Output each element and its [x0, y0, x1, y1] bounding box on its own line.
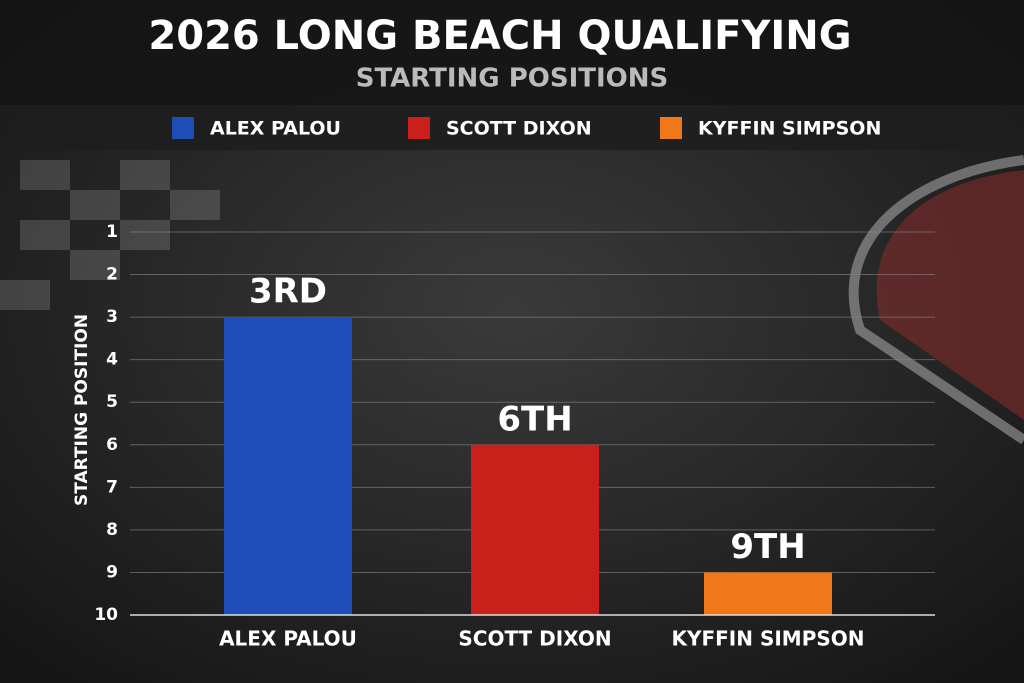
y-tick-label: 2: [106, 265, 118, 285]
y-tick-label: 7: [106, 477, 118, 497]
title-band: [0, 0, 1024, 105]
bar: [471, 444, 599, 615]
legend-swatch: [408, 117, 430, 139]
legend-label: KYFFIN SIMPSON: [698, 118, 881, 140]
legend-band: [0, 105, 1024, 150]
y-tick-label: 3: [106, 307, 118, 327]
y-tick-label: 4: [106, 350, 118, 370]
legend-swatch: [660, 117, 682, 139]
y-tick-label: 5: [106, 392, 118, 412]
y-tick-label: 9: [106, 562, 118, 582]
legend-label: SCOTT DIXON: [446, 118, 592, 140]
bar: [704, 572, 832, 615]
y-tick-label: 8: [106, 520, 118, 540]
x-tick-label: KYFFIN SIMPSON: [672, 627, 865, 651]
value-label: 3RD: [249, 272, 327, 312]
bar: [224, 317, 352, 615]
y-tick-label: 6: [106, 435, 118, 455]
legend-label: ALEX PALOU: [210, 118, 341, 140]
y-axis-label: STARTING POSITION: [72, 314, 92, 506]
legend-swatch: [172, 117, 194, 139]
x-tick-label: ALEX PALOU: [219, 627, 357, 651]
checkered-flag-pattern: [0, 160, 220, 310]
y-tick-label: 1: [106, 222, 118, 242]
value-label: 6TH: [497, 399, 572, 439]
chart-title: 2026 LONG BEACH QUALIFYING: [148, 13, 851, 59]
track-line: [848, 155, 1024, 445]
x-tick-label: SCOTT DIXON: [458, 627, 611, 651]
value-label: 9TH: [730, 527, 805, 567]
y-tick-label: 10: [94, 605, 118, 625]
chart-subtitle: STARTING POSITIONS: [356, 64, 669, 94]
